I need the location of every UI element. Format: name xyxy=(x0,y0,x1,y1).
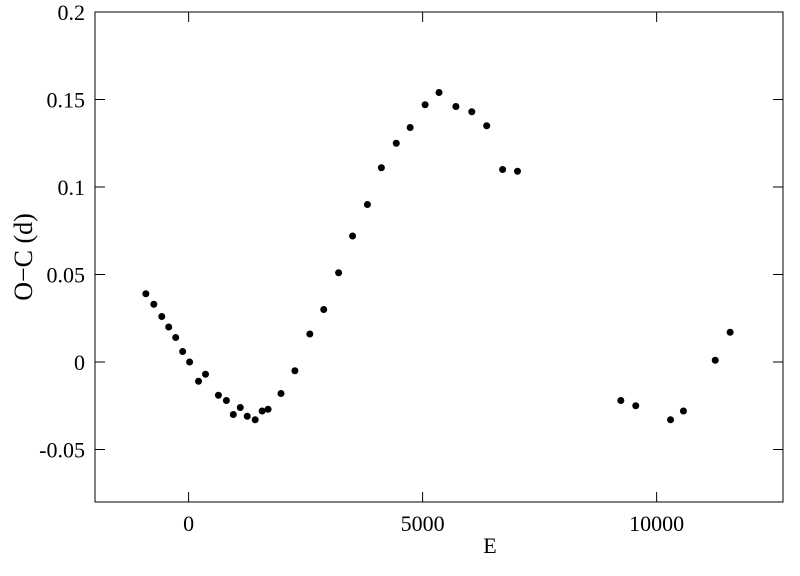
data-point xyxy=(392,139,400,147)
data-point xyxy=(186,358,194,366)
data-point xyxy=(202,370,210,378)
data-point xyxy=(679,407,687,415)
y-tick-label: 0 xyxy=(74,350,85,375)
data-point xyxy=(632,402,640,410)
data-point xyxy=(377,164,385,172)
data-point xyxy=(214,391,222,399)
data-point xyxy=(236,404,244,411)
data-point xyxy=(452,103,460,110)
plot-frame xyxy=(94,11,784,503)
data-point xyxy=(179,348,187,355)
data-point xyxy=(667,416,675,424)
data-point xyxy=(150,300,158,308)
data-point xyxy=(306,330,314,338)
data-point xyxy=(277,390,285,397)
data-point xyxy=(243,412,251,420)
data-point xyxy=(251,416,259,424)
data-point xyxy=(222,397,230,404)
y-tick-label: 0.15 xyxy=(47,88,86,113)
data-point xyxy=(229,411,237,418)
x-tick-label: 5000 xyxy=(401,511,445,536)
data-point xyxy=(711,356,719,364)
x-tick-label: 10000 xyxy=(629,511,684,536)
data-point xyxy=(158,313,166,320)
x-axis-label: E xyxy=(483,533,496,558)
data-point xyxy=(726,328,734,336)
y-tick-label: 0.2 xyxy=(58,0,86,25)
data-point xyxy=(264,405,272,413)
data-point xyxy=(363,201,371,208)
data-point xyxy=(335,269,343,277)
data-point xyxy=(320,306,328,313)
y-axis-label: O−C (d) xyxy=(9,213,38,301)
data-point xyxy=(513,167,521,175)
data-point xyxy=(142,290,150,298)
data-point xyxy=(435,89,443,96)
data-point xyxy=(483,122,491,130)
data-point xyxy=(617,397,625,404)
y-tick-label: 0.05 xyxy=(47,263,86,288)
data-point xyxy=(349,232,357,240)
y-tick-label: -0.05 xyxy=(39,438,85,463)
data-point xyxy=(406,124,414,131)
data-point xyxy=(195,377,203,385)
data-point xyxy=(172,334,180,341)
x-tick-label: 0 xyxy=(183,511,194,536)
data-point xyxy=(468,108,476,116)
data-point xyxy=(291,367,299,375)
data-point xyxy=(499,166,507,173)
data-point xyxy=(165,323,173,331)
data-point xyxy=(258,407,266,415)
y-tick-label: 0.1 xyxy=(58,175,86,200)
data-point xyxy=(421,101,429,109)
